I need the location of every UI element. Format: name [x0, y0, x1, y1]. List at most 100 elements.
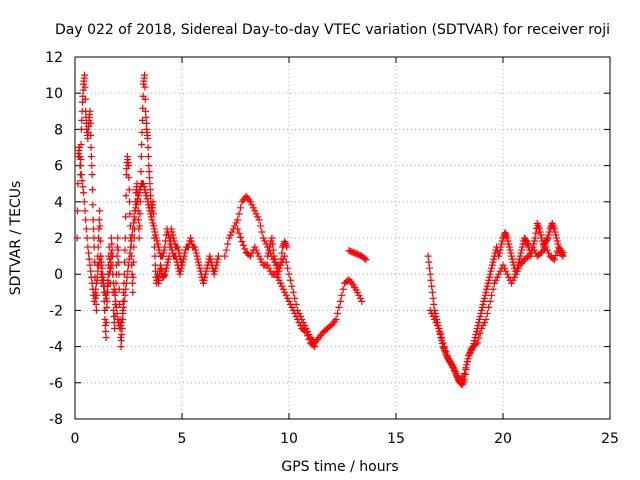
data-point: [118, 331, 126, 339]
data-point: [478, 325, 486, 332]
data-point: [468, 346, 476, 354]
data-point: [490, 279, 498, 287]
data-point: [553, 234, 560, 242]
data-point: [550, 225, 558, 233]
data-point: [532, 229, 540, 237]
data-point: [179, 255, 187, 263]
data-point: [275, 267, 283, 275]
data-point: [479, 300, 487, 308]
data-point: [433, 321, 441, 329]
data-point: [481, 291, 489, 299]
data-point: [131, 207, 139, 215]
data-point: [334, 309, 342, 317]
data-point: [138, 140, 146, 148]
data-point: [129, 219, 137, 227]
data-point: [146, 180, 154, 188]
data-point: [144, 201, 152, 209]
data-point: [284, 294, 292, 302]
data-point: [139, 180, 147, 188]
data-point: [430, 300, 438, 308]
data-point: [117, 337, 125, 345]
data-point: [498, 240, 506, 248]
data-point: [144, 198, 152, 206]
data-point: [202, 270, 210, 278]
data-point: [301, 327, 309, 335]
data-point: [289, 306, 297, 314]
data-point: [119, 309, 127, 317]
data-point: [238, 238, 246, 246]
data-point: [81, 83, 89, 91]
data-point: [517, 249, 525, 257]
data-point: [362, 256, 370, 264]
data-point: [529, 243, 537, 251]
data-point: [75, 144, 83, 151]
data-point: [485, 276, 493, 284]
data-point: [311, 343, 319, 351]
data-point: [428, 282, 436, 290]
y-tick-label: 12: [45, 50, 63, 66]
data-point: [85, 255, 93, 263]
data-point: [192, 246, 200, 254]
data-point: [88, 162, 96, 170]
data-point: [427, 276, 435, 284]
data-point: [164, 258, 172, 266]
data-point: [88, 186, 96, 194]
data-point: [122, 279, 130, 287]
data-point: [195, 261, 203, 269]
data-point: [117, 318, 125, 326]
data-point: [236, 204, 244, 212]
data-point: [235, 210, 243, 218]
data-point: [274, 273, 282, 281]
data-point: [426, 264, 434, 272]
data-point: [241, 245, 249, 253]
data-point: [281, 288, 289, 296]
data-point: [76, 153, 84, 161]
data-point: [81, 71, 89, 79]
data-point: [101, 315, 109, 323]
data-point: [96, 237, 104, 245]
data-point: [251, 243, 259, 251]
data-point: [125, 186, 133, 194]
data-point: [483, 285, 491, 293]
data-point: [515, 255, 523, 263]
data-point: [78, 116, 86, 124]
data-point: [432, 318, 440, 326]
data-point: [97, 258, 105, 266]
data-point: [500, 264, 508, 272]
data-point: [135, 225, 143, 233]
x-tick-label: 20: [494, 431, 512, 447]
data-point: [536, 228, 544, 236]
data-point: [107, 258, 115, 266]
data-point: [249, 204, 257, 212]
data-point: [103, 303, 111, 311]
data-point: [142, 119, 150, 127]
data-point: [278, 249, 286, 257]
data-point: [270, 252, 278, 260]
data-point: [122, 192, 130, 200]
data-point: [482, 288, 490, 296]
data-point: [148, 216, 156, 224]
data-point: [77, 156, 85, 164]
data-point: [137, 153, 145, 161]
data-point: [130, 213, 138, 221]
data-point: [302, 328, 310, 336]
data-point: [255, 252, 263, 260]
data-point: [551, 228, 559, 236]
data-point: [559, 248, 567, 256]
data-point: [142, 192, 150, 200]
data-point: [234, 225, 242, 233]
data-point: [254, 213, 262, 221]
data-point: [111, 291, 119, 299]
data-point: [187, 237, 195, 245]
data-point: [234, 216, 242, 224]
data-point: [100, 276, 108, 284]
data-point: [132, 201, 140, 209]
data-point: [134, 195, 142, 203]
data-point: [428, 288, 436, 296]
x-tick-label: 0: [71, 431, 80, 447]
data-point: [288, 282, 296, 290]
data-point: [486, 270, 494, 278]
data-point: [504, 237, 512, 245]
data-point: [160, 271, 168, 279]
data-point: [291, 309, 299, 317]
